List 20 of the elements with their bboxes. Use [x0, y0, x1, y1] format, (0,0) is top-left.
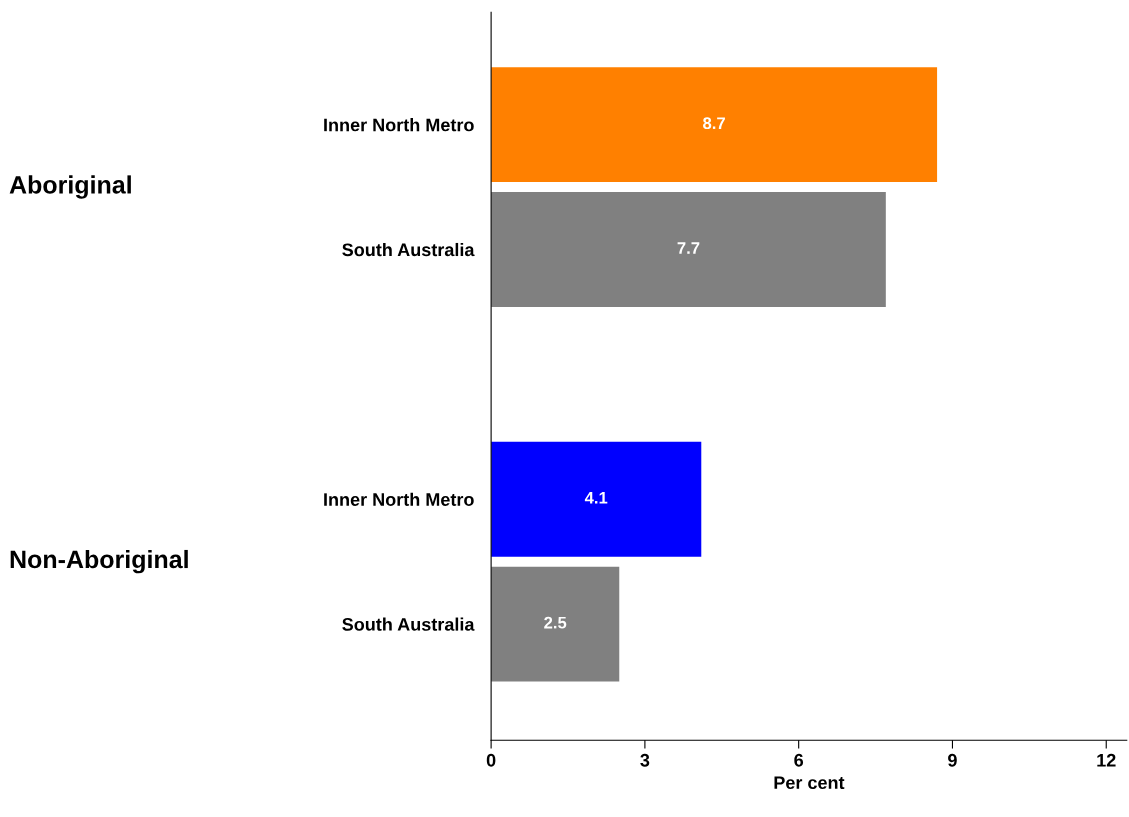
- y-tick-label: Inner North Metro: [324, 492, 474, 506]
- bar: [491, 441, 702, 557]
- y-tick-label: Inner North Metro: [324, 118, 474, 132]
- x-tick-label: 3: [640, 753, 650, 767]
- text: Aboriginal: [9, 175, 131, 199]
- y-tick-label: South Australia: [342, 617, 475, 631]
- x-tick-label: 9: [948, 753, 957, 767]
- text: Non-Aboriginal: [10, 549, 188, 574]
- y-tick-label: South Australia: [342, 242, 475, 257]
- data-label: 2.5: [544, 616, 567, 629]
- data-label: 4.1: [584, 492, 608, 504]
- bar: [491, 192, 886, 307]
- bar: [491, 67, 938, 183]
- x-tick-label: 6: [794, 753, 804, 767]
- data-label: 8.7: [703, 117, 725, 130]
- x-tick-label: 0: [486, 753, 496, 767]
- x-tick-label: 12: [1097, 753, 1116, 767]
- data-label: 7.7: [677, 242, 700, 254]
- bar: [491, 566, 620, 682]
- x-axis-title: Per cent: [774, 776, 845, 790]
